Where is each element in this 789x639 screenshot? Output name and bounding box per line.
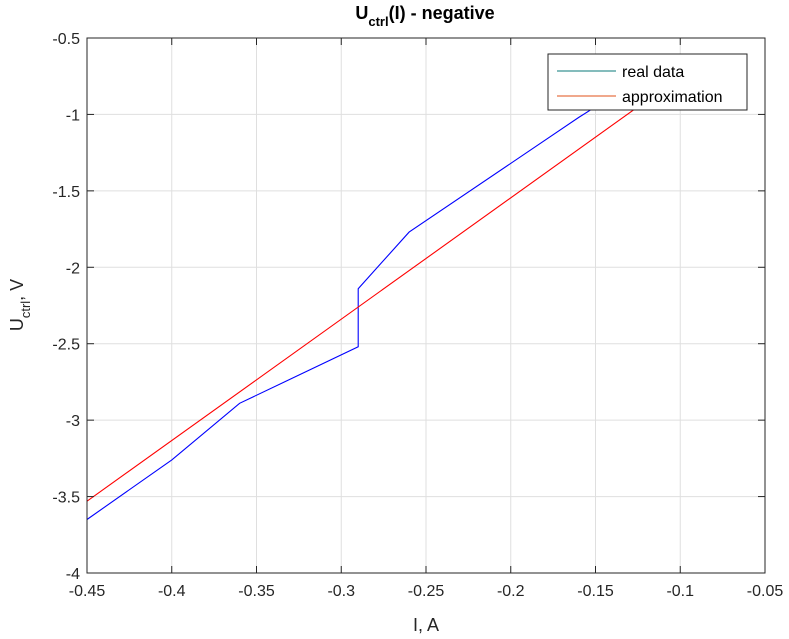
y-tick-label: -2.5 <box>52 337 80 354</box>
x-axis-label: I, A <box>413 615 439 635</box>
y-tick-label: -2 <box>66 260 80 277</box>
legend-label-real-data: real data <box>622 64 684 81</box>
chart-title-main: U <box>355 3 368 23</box>
x-tick-labels: -0.45 -0.4 -0.35 -0.3 -0.25 -0.2 -0.15 -0.1 -0.0… <box>69 583 784 600</box>
x-tick-label: -0.15 <box>577 583 614 600</box>
y-tick-label: -1.5 <box>52 184 80 201</box>
series-line-approximation <box>86 106 639 502</box>
x-tick-label: -0.45 <box>69 583 106 600</box>
x-tick-label: -0.35 <box>238 583 275 600</box>
x-tick-label: -0.4 <box>158 583 186 600</box>
legend-box <box>547 53 748 111</box>
legend[interactable]: real data approximation <box>547 53 748 111</box>
y-axis-label-main: U <box>7 318 27 331</box>
y-tick-label: -4 <box>66 566 80 583</box>
x-tick-label: -0.3 <box>327 583 355 600</box>
x-tick-label: -0.2 <box>497 583 525 600</box>
y-tick-labels: -0.5 -1 -1.5 -2 -2.5 -3 -3.5 -4 <box>52 31 80 583</box>
chart-title: Uctrl(I) - negative <box>355 3 494 29</box>
x-tick-label: -0.25 <box>408 583 445 600</box>
y-tick-label: -3 <box>66 413 80 430</box>
y-axis-label-sub: ctrl <box>18 301 33 318</box>
x-tick-label: -0.1 <box>666 583 694 600</box>
y-tick-label: -1 <box>66 107 80 124</box>
tick-marks <box>86 37 766 574</box>
chart-title-sub: ctrl <box>368 14 388 29</box>
y-tick-label: -3.5 <box>52 490 80 507</box>
y-tick-label: -0.5 <box>52 31 80 48</box>
y-axis-label: Uctrl, V <box>7 279 33 331</box>
y-axis-label-rest: , V <box>7 279 27 301</box>
series-layer <box>86 106 639 520</box>
chart-title-rest: (I) - negative <box>389 3 495 23</box>
legend-label-approximation: approximation <box>622 89 723 106</box>
series-line-real-data <box>86 106 596 520</box>
x-tick-label: -0.05 <box>747 583 784 600</box>
